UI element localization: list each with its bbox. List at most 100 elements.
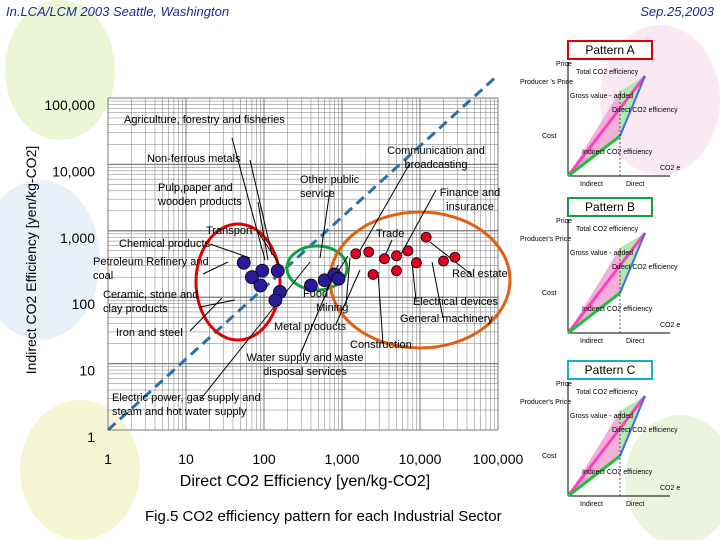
label-ceramic: Ceramic, stone and clay products bbox=[103, 289, 199, 315]
pattern-indirect-line bbox=[567, 291, 621, 335]
pattern-gross-label: Gross value - added bbox=[570, 93, 633, 100]
pattern-direct-eff-label: Direct CO2 efficiency bbox=[612, 107, 678, 114]
label-chemical: Chemical products bbox=[119, 238, 211, 250]
data-point bbox=[420, 231, 432, 243]
data-point bbox=[245, 270, 259, 285]
pattern-indirect-eff-label: Indirect CO2 efficiency bbox=[582, 469, 653, 476]
data-point bbox=[268, 293, 283, 308]
data-point bbox=[391, 250, 402, 262]
pattern-direct-line bbox=[619, 75, 646, 137]
label-communication: Communication and broadcasting bbox=[387, 145, 485, 171]
x-tick-label: 1 bbox=[104, 451, 112, 467]
pattern-direct-eff-label: Direct CO2 efficiency bbox=[612, 427, 678, 434]
pattern-b-ring bbox=[285, 244, 349, 292]
label-mining: Mining bbox=[316, 302, 349, 314]
diagonal-line bbox=[106, 73, 500, 432]
pattern-fill bbox=[568, 91, 620, 176]
pattern-producer-price-label: Producer 's Price bbox=[520, 79, 573, 86]
data-point bbox=[363, 246, 375, 258]
pattern-cost-label: Cost bbox=[542, 133, 556, 140]
pattern-indirect-eff-label: Indirect CO2 efficiency bbox=[582, 306, 653, 313]
pattern-co2-label: CO2 emission bbox=[660, 322, 680, 329]
data-point bbox=[411, 257, 422, 269]
pattern-direct-line bbox=[619, 232, 646, 294]
pattern-diagram-3: Price Total CO2 efficiency Producer's Pric… bbox=[520, 381, 680, 508]
x-axis-label: Direct CO2 Efficiency [yen/kg-CO2] bbox=[180, 473, 430, 490]
pattern-indirect-line bbox=[567, 134, 621, 178]
pattern-total-label: Total CO2 efficiency bbox=[576, 389, 639, 396]
x-tick-label: 10 bbox=[178, 451, 194, 467]
data-point bbox=[449, 251, 461, 263]
pattern-price-label: Price bbox=[556, 218, 572, 225]
pattern-title-1: Pattern A bbox=[567, 40, 653, 60]
y-tick-label: 10 bbox=[79, 363, 95, 379]
data-point bbox=[391, 265, 402, 277]
label-iron-steel: Iron and steel bbox=[116, 327, 183, 339]
label-petroleum: Petroleum Refinery and coal bbox=[93, 256, 209, 282]
pattern-producer-price-label: Producer's Price bbox=[520, 399, 571, 406]
label-trade: Trade bbox=[376, 228, 405, 240]
label-water-supply: Water supply and waste disposal services bbox=[246, 352, 364, 378]
data-point bbox=[379, 253, 390, 265]
pattern-total-line bbox=[566, 232, 647, 334]
pattern-direct-line bbox=[619, 395, 646, 457]
data-point bbox=[402, 245, 414, 257]
pattern-indirect-eff-label: Indirect CO2 efficiency bbox=[582, 149, 653, 156]
label-non-ferrous: Non-ferrous metals bbox=[147, 153, 241, 165]
pattern-a-ring bbox=[194, 222, 282, 342]
pattern-co2-label: CO2 emission bbox=[660, 485, 680, 492]
pattern-indirect-label: Indirect bbox=[580, 501, 603, 508]
pattern-title-3: Pattern C bbox=[567, 360, 653, 380]
data-point bbox=[331, 271, 346, 286]
pattern-direct-eff-label: Direct CO2 efficiency bbox=[612, 264, 678, 271]
y-tick-label: 1 bbox=[87, 429, 95, 445]
data-point bbox=[253, 278, 268, 293]
figure-caption: Fig.5 CO2 efficiency pattern for each In… bbox=[145, 508, 502, 525]
pattern-cost-label: Cost bbox=[542, 453, 556, 460]
y-tick-label: 10,000 bbox=[52, 163, 95, 179]
pattern-direct-label: Direct bbox=[626, 501, 644, 508]
x-tick-label: 100 bbox=[252, 451, 276, 467]
pattern-indirect-label: Indirect bbox=[580, 338, 603, 345]
pattern-co2-label: CO2 emission bbox=[660, 165, 680, 172]
pattern-indirect-label: Indirect bbox=[580, 181, 603, 188]
data-point bbox=[438, 255, 449, 267]
y-tick-label: 100 bbox=[72, 296, 96, 312]
pattern-direct-label: Direct bbox=[626, 181, 644, 188]
data-point bbox=[304, 278, 318, 293]
label-finance: Finance and insurance bbox=[439, 187, 501, 213]
label-other-public: Other public service bbox=[300, 174, 360, 200]
pattern-title-2: Pattern B bbox=[567, 197, 653, 217]
label-general-machinery: General machinery bbox=[400, 313, 493, 325]
y-tick-label: 100,000 bbox=[44, 97, 95, 113]
pattern-cost-label: Cost bbox=[542, 290, 556, 297]
data-point bbox=[270, 263, 285, 278]
pattern-total-label: Total CO2 efficiency bbox=[576, 226, 639, 233]
pattern-gross-label: Gross value - added bbox=[570, 250, 633, 257]
data-point bbox=[367, 269, 379, 280]
data-point bbox=[236, 255, 251, 270]
pattern-fill bbox=[568, 248, 620, 333]
pattern-indirect-line bbox=[567, 454, 621, 498]
label-agriculture: Agriculture, forestry and fisheries bbox=[124, 114, 285, 126]
label-metal-products: Metal products bbox=[274, 321, 347, 333]
label-construction: Construction bbox=[350, 339, 412, 351]
pattern-total-line bbox=[566, 75, 647, 177]
pattern-price-label: Price bbox=[556, 61, 572, 68]
data-point bbox=[350, 248, 362, 260]
pattern-direct-label: Direct bbox=[626, 338, 644, 345]
x-tick-label: 100,000 bbox=[473, 451, 524, 467]
header-right: Sep.25,2003 bbox=[640, 4, 714, 19]
y-axis-label: Indirect CO2 Efficiency [yen/kg-CO2] bbox=[23, 146, 39, 375]
label-electric-power: Electric power, gas supply and steam and… bbox=[112, 392, 261, 418]
pattern-total-line bbox=[566, 395, 647, 497]
header-left: In.LCA/LCM 2003 Seattle, Washington bbox=[6, 4, 230, 19]
pattern-price-label: Price bbox=[556, 381, 572, 388]
pattern-diagram-2: Price Total CO2 efficiency Producer's Pric… bbox=[520, 218, 680, 345]
label-pulp-paper: Pulp,paper and wooden products bbox=[158, 182, 242, 208]
pattern-producer-price-label: Producer's Price bbox=[520, 236, 571, 243]
pattern-gross-label: Gross value - added bbox=[570, 413, 633, 420]
